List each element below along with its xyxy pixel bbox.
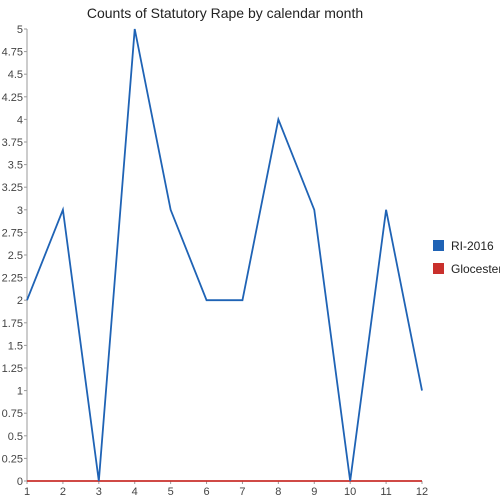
y-tick-label: 0.75 (2, 408, 23, 420)
x-tick-label: 3 (96, 486, 102, 498)
series-layer (26, 28, 423, 482)
legend-swatch-ri-2016 (433, 240, 444, 251)
legend: RI-2016 Glocester (433, 239, 500, 276)
y-tick-label: 1.75 (2, 318, 23, 330)
x-tick-label: 1 (24, 486, 30, 498)
y-tick-label: 1.25 (2, 363, 23, 375)
x-tick-label: 9 (311, 486, 317, 498)
x-tick-label: 12 (416, 486, 428, 498)
x-tick-label: 8 (275, 486, 281, 498)
y-tick-label: 2 (17, 295, 23, 307)
legend-label-glocester: Glocester (451, 262, 500, 276)
y-tick-label: 4.75 (2, 47, 23, 59)
y-tick-label: 0 (17, 476, 23, 488)
x-tick-label: 4 (132, 486, 138, 498)
x-tick-label: 5 (168, 486, 174, 498)
y-tick-label: 2.5 (8, 250, 23, 262)
y-tick-label: 0.25 (2, 453, 23, 465)
x-tick-label: 7 (239, 486, 245, 498)
series-line-ri-2016 (26, 28, 423, 482)
y-tick-label: 3 (17, 205, 23, 217)
x-axis: 1 2 3 4 5 6 7 8 9 10 11 12 (24, 480, 428, 498)
y-axis: 0 0.25 0.5 0.75 1 1.25 1.5 1.75 2 2.25 2.5 2.75 3 3.2… (2, 24, 28, 488)
y-tick-label: 4 (17, 114, 23, 126)
y-tick-label: 1 (17, 386, 23, 398)
y-tick-label: 4.25 (2, 92, 23, 104)
y-tick-label: 2.75 (2, 227, 23, 239)
y-tick-label: 4.5 (8, 69, 23, 81)
y-tick-label: 1.5 (8, 340, 23, 352)
y-tick-label: 3.75 (2, 137, 23, 149)
y-tick-label: 5 (17, 24, 23, 36)
x-tick-label: 10 (344, 486, 356, 498)
y-tick-label: 0.5 (8, 431, 23, 443)
chart-title: Counts of Statutory Rape by calendar mon… (87, 5, 363, 21)
y-tick-label: 3.25 (2, 182, 23, 194)
legend-swatch-glocester (433, 263, 444, 274)
legend-label-ri-2016: RI-2016 (451, 239, 494, 253)
x-tick-label: 6 (203, 486, 209, 498)
x-tick-label: 11 (380, 486, 391, 498)
x-tick-label: 2 (60, 486, 66, 498)
y-tick-label: 2.25 (2, 273, 23, 285)
y-tick-label: 3.5 (8, 160, 23, 172)
